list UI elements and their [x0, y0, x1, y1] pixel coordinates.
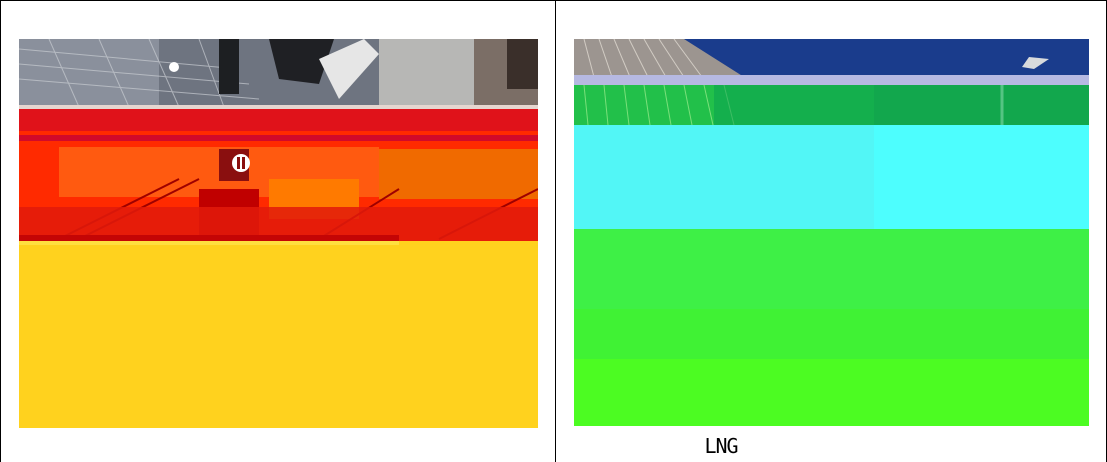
photo-caption: LNG: [704, 434, 738, 458]
table-divider: [555, 0, 556, 462]
left-photo: [19, 39, 538, 428]
right-photo: [574, 39, 1089, 426]
